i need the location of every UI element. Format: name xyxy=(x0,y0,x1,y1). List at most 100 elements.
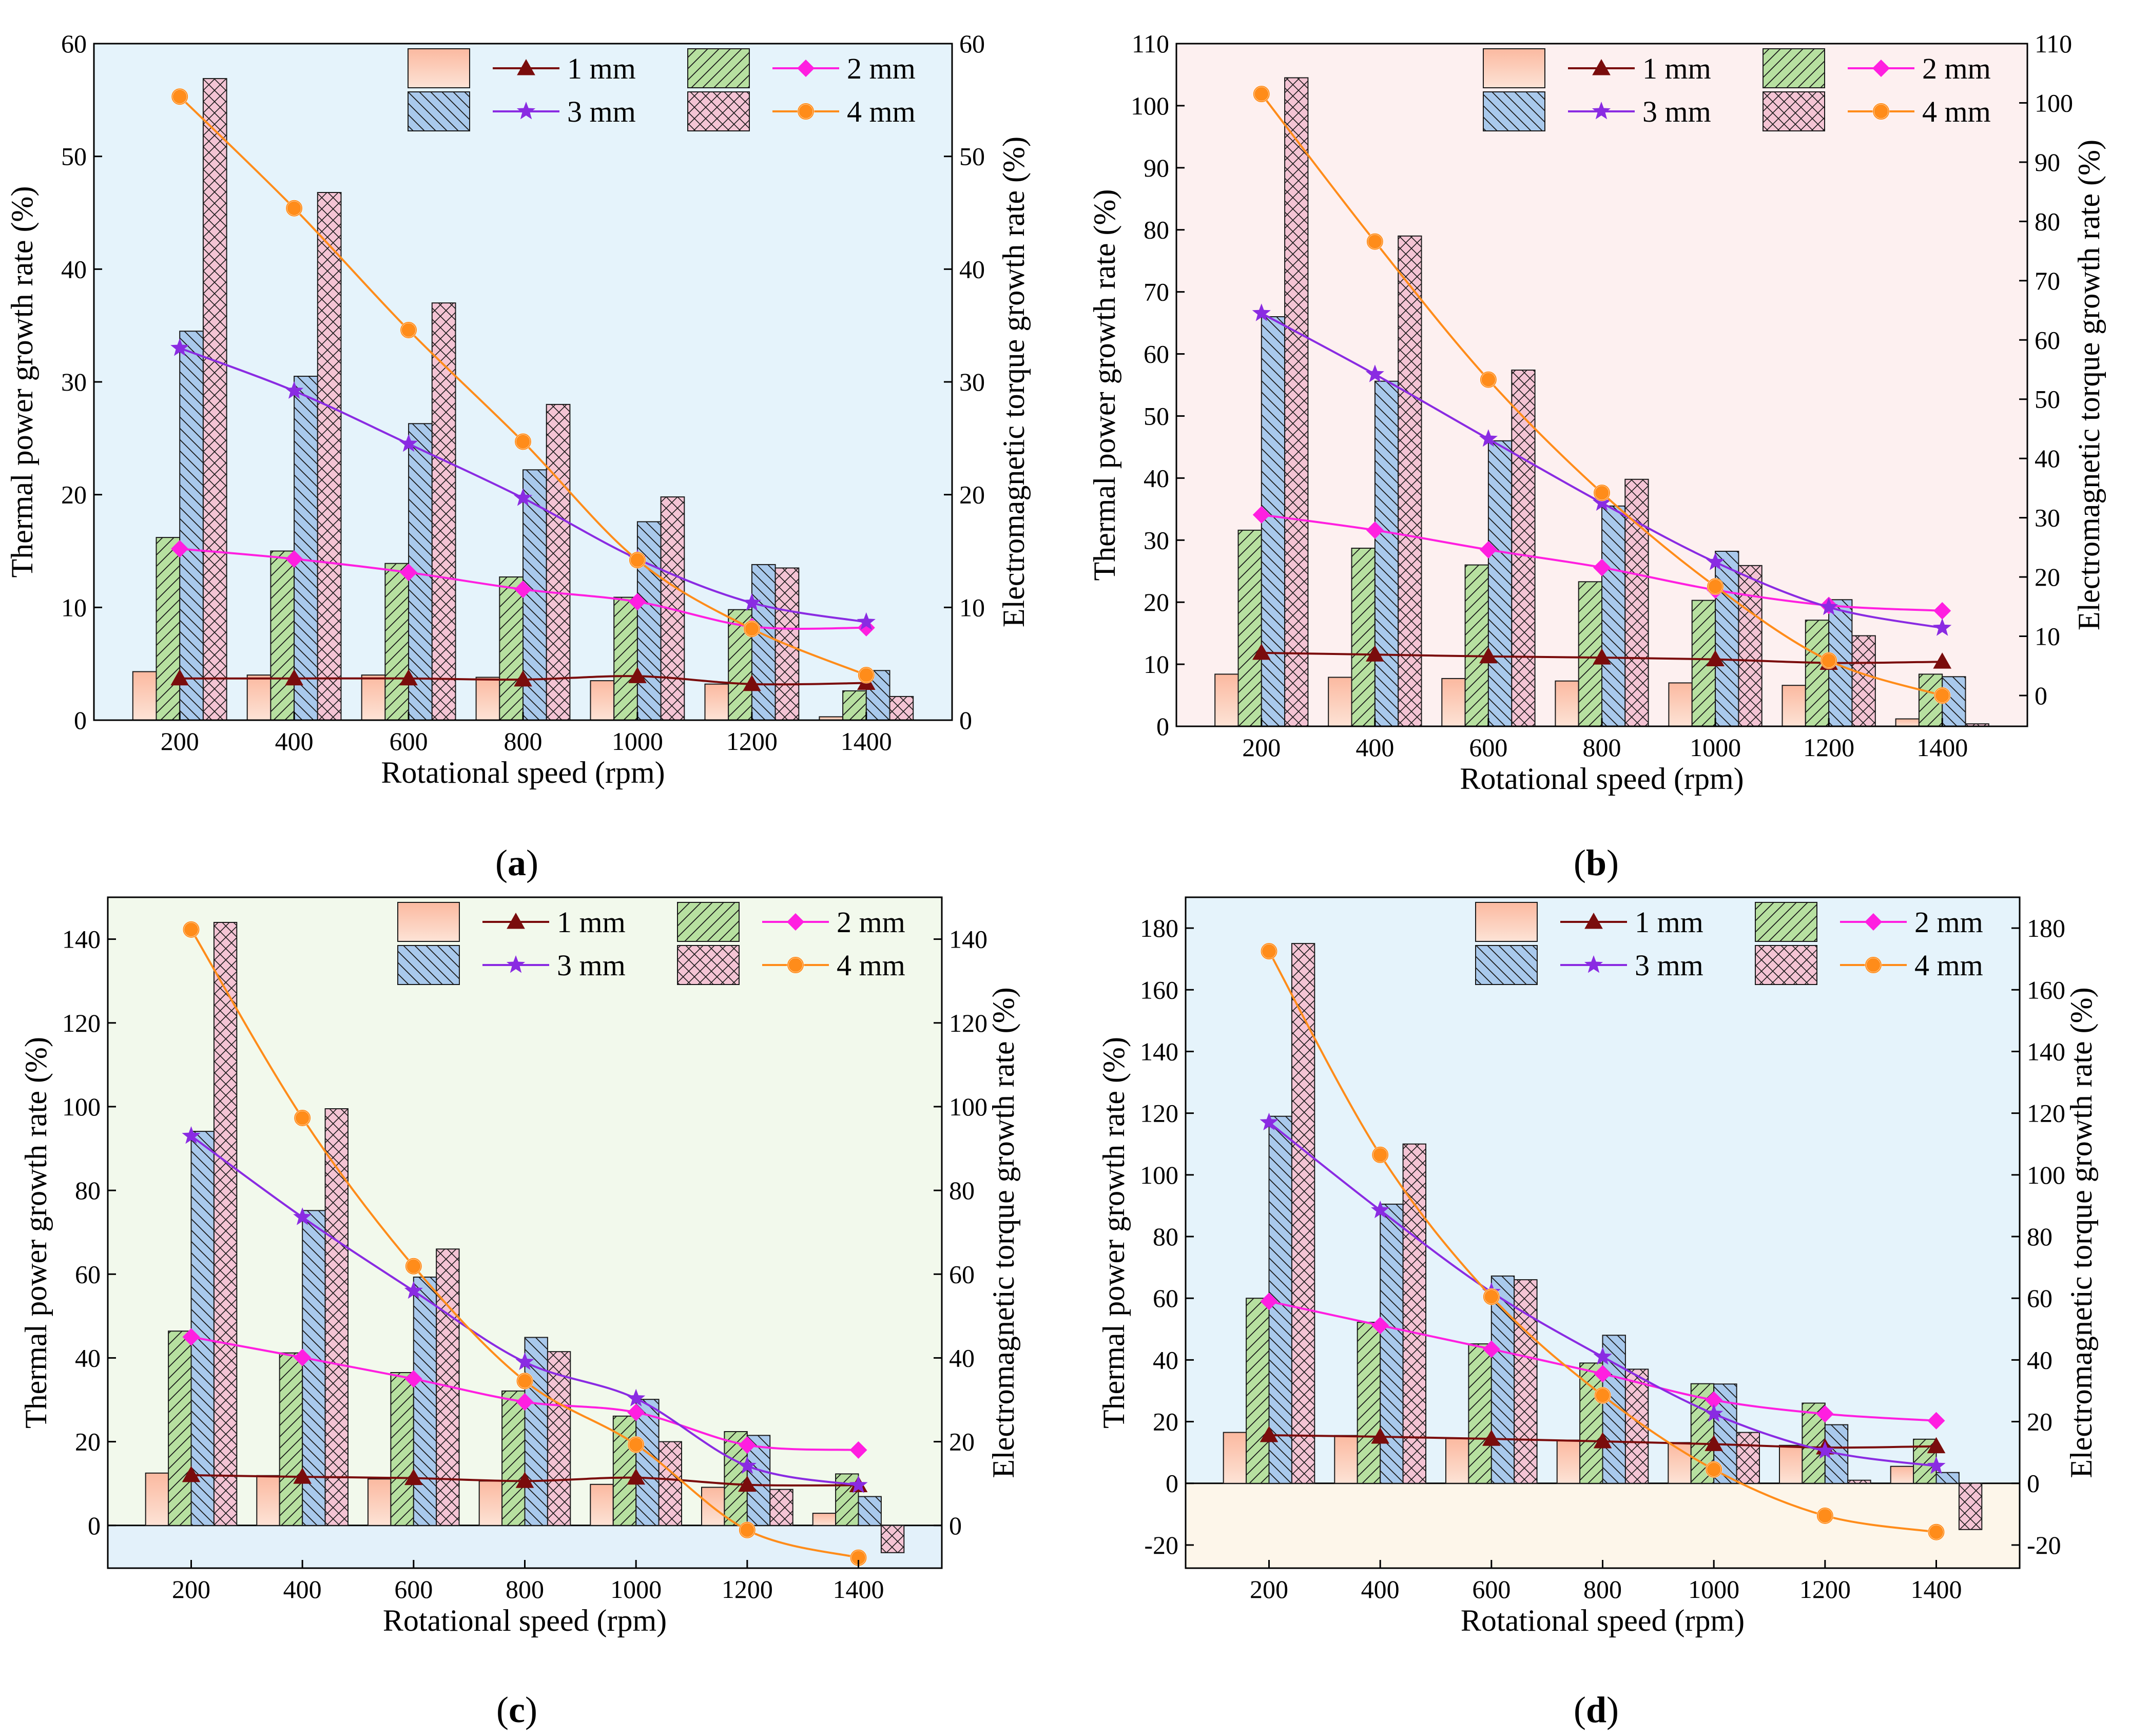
point-a-2mm-600 xyxy=(400,564,418,582)
point-d-3mm-200 xyxy=(1260,1112,1279,1130)
legend-marker-1mm xyxy=(1584,912,1603,929)
bar-d-1mm-800 xyxy=(1556,1439,1581,1484)
point-d-3mm-400 xyxy=(1371,1200,1390,1219)
tick-label-left-b: 70 xyxy=(1144,278,1169,306)
bar-b-1mm-1200 xyxy=(1782,685,1806,727)
tick-label-left-d: 80 xyxy=(1153,1222,1178,1251)
legend-swatch-bar-4mm xyxy=(1755,945,1817,985)
y-axis-title-left-b: Thermal power growth rate (%) xyxy=(1088,189,1121,581)
point-a-2mm-1000 xyxy=(628,593,646,611)
tick-label-right-a: 20 xyxy=(959,480,985,509)
tick-label-right-b: 20 xyxy=(2035,563,2060,591)
point-d-3mm-1000 xyxy=(1705,1404,1724,1422)
bar-b-1mm-1000 xyxy=(1668,682,1693,727)
y-axis-title-left-a: Thermal power growth rate (%) xyxy=(5,186,39,577)
tick-label-x-d: 200 xyxy=(1250,1575,1288,1604)
legend-swatch-bar-3mm xyxy=(1475,945,1538,985)
bar-b-4mm-1000 xyxy=(1738,565,1763,727)
bar-b-4mm-600 xyxy=(1511,370,1536,727)
bar-d-4mm-600 xyxy=(1514,1279,1538,1484)
tick-label-left-d: 160 xyxy=(1140,975,1178,1004)
point-d-2mm-800 xyxy=(1594,1365,1612,1383)
point-b-1mm-400 xyxy=(1366,645,1384,662)
bar-b-4mm-200 xyxy=(1284,77,1309,727)
point-a-1mm-600 xyxy=(399,669,418,686)
tick-label-x-a: 800 xyxy=(504,727,543,756)
tick-label-left-d: 40 xyxy=(1153,1345,1178,1374)
point-b-1mm-200 xyxy=(1252,643,1271,660)
panel-label-d: (d) xyxy=(1574,1689,1619,1730)
tick-label-left-d: 0 xyxy=(1166,1469,1178,1498)
bar-b-3mm-800 xyxy=(1601,505,1626,727)
tick-label-left-d: 100 xyxy=(1140,1161,1178,1189)
point-b-3mm-200 xyxy=(1252,303,1271,321)
bar-d-2mm-400 xyxy=(1357,1322,1381,1484)
tick-label-left-a: 60 xyxy=(61,29,87,58)
bar-c-3mm-400 xyxy=(302,1210,326,1526)
legend-marker-3mm xyxy=(516,102,536,120)
point-b-3mm-400 xyxy=(1365,364,1384,382)
tick-label-right-c: 60 xyxy=(949,1260,975,1288)
tick-label-left-b: 50 xyxy=(1144,401,1169,430)
tick-label-left-d: -20 xyxy=(1144,1531,1178,1559)
point-c-2mm-1200 xyxy=(738,1436,756,1454)
bar-d-4mm-1400 xyxy=(1958,1482,1983,1530)
tick-label-left-b: 30 xyxy=(1144,526,1169,554)
bar-b-1mm-200 xyxy=(1214,673,1239,727)
point-b-2mm-1400 xyxy=(1933,602,1951,620)
point-d-3mm-1400 xyxy=(1927,1456,1946,1474)
point-b-1mm-1400 xyxy=(1933,652,1952,669)
legend-swatch-bar-2mm xyxy=(1755,902,1817,942)
tick-label-left-a: 30 xyxy=(61,368,87,396)
bar-d-1mm-400 xyxy=(1334,1435,1358,1484)
bar-c-2mm-200 xyxy=(168,1330,192,1526)
bar-c-3mm-200 xyxy=(190,1131,215,1526)
legend-label-1mm: 1 mm xyxy=(567,52,636,85)
tick-label-x-a: 1400 xyxy=(841,727,892,756)
bar-c-3mm-600 xyxy=(413,1277,437,1526)
legend-label-3mm: 3 mm xyxy=(1642,95,1711,128)
tick-label-x-d: 400 xyxy=(1361,1575,1400,1604)
y-axis-title-left-c: Thermal power growth rate (%) xyxy=(19,1037,53,1429)
y-axis-title-left-d: Thermal power growth rate (%) xyxy=(1097,1037,1131,1429)
point-d-2mm-600 xyxy=(1482,1340,1500,1358)
tick-label-x-c: 400 xyxy=(283,1575,322,1604)
tick-label-x-b: 400 xyxy=(1356,733,1394,762)
tick-label-left-b: 80 xyxy=(1144,216,1169,244)
bar-b-3mm-400 xyxy=(1374,380,1399,727)
legend-label-1mm: 1 mm xyxy=(557,905,626,939)
tick-label-x-a: 1000 xyxy=(612,727,663,756)
bar-d-2mm-200 xyxy=(1246,1298,1270,1484)
point-d-3mm-800 xyxy=(1593,1347,1612,1365)
legend-label-2mm: 2 mm xyxy=(1914,905,1983,939)
point-c-3mm-400 xyxy=(293,1207,312,1225)
tick-label-x-a: 600 xyxy=(390,727,428,756)
tick-label-left-b: 60 xyxy=(1144,340,1169,369)
legend-d: 1 mm 2 mm 3 mm 4 mm xyxy=(1475,902,1983,985)
point-c-1mm-200 xyxy=(182,1465,201,1482)
tick-label-right-d: 160 xyxy=(2027,975,2065,1004)
tick-label-left-b: 110 xyxy=(1132,29,1169,58)
point-c-3mm-1000 xyxy=(627,1388,646,1406)
tick-label-right-d: 40 xyxy=(2027,1345,2052,1374)
legend-swatch-bar-1mm xyxy=(397,902,460,942)
tick-label-right-a: 40 xyxy=(959,255,985,283)
panel-label-a: (a) xyxy=(495,842,538,883)
point-c-2mm-200 xyxy=(182,1328,200,1346)
bar-b-2mm-400 xyxy=(1351,548,1376,727)
point-d-1mm-400 xyxy=(1371,1427,1390,1444)
tick-label-x-c: 800 xyxy=(506,1575,544,1604)
point-a-1mm-200 xyxy=(170,669,189,686)
tick-label-left-c: 40 xyxy=(75,1343,101,1372)
bar-c-1mm-400 xyxy=(256,1475,280,1526)
tick-label-x-b: 1000 xyxy=(1690,733,1741,762)
x-axis-title-b: Rotational speed (rpm) xyxy=(1460,762,1744,796)
point-c-1mm-800 xyxy=(515,1472,534,1488)
legend-label-4mm: 4 mm xyxy=(847,95,916,128)
bar-b-4mm-1200 xyxy=(1851,635,1876,727)
bar-d-2mm-800 xyxy=(1579,1362,1603,1484)
point-d-2mm-1400 xyxy=(1927,1412,1945,1430)
tick-label-left-c: 20 xyxy=(75,1428,101,1456)
bar-a-3mm-200 xyxy=(179,331,204,721)
bar-c-4mm-400 xyxy=(324,1108,348,1526)
